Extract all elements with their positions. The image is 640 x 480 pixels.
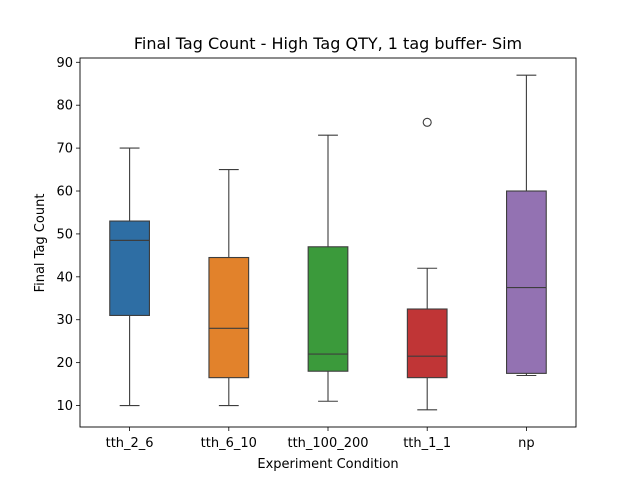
y-tick-label: 60 — [56, 185, 73, 200]
x-tick-label: tth_1_1 — [403, 436, 451, 451]
outlier-point — [422, 117, 432, 127]
x-axis-label: Experiment Condition — [257, 457, 398, 472]
x-tick-label: np — [518, 436, 535, 451]
plot-frame — [79, 57, 577, 428]
box-tth_1_1 — [406, 117, 448, 411]
y-tick-label: 90 — [56, 56, 73, 71]
x-tick-label: tth_2_6 — [106, 436, 154, 451]
box-tth_2_6 — [109, 147, 150, 407]
y-tick-label: 70 — [56, 142, 73, 157]
box-iqr — [506, 190, 547, 374]
y-tick-label: 30 — [56, 313, 73, 328]
x-tick-label: tth_6_10 — [201, 436, 257, 451]
box-tth_100_200 — [307, 134, 349, 402]
box-iqr — [208, 256, 250, 379]
box-np — [506, 74, 547, 377]
y-tick-label: 20 — [56, 356, 73, 371]
y-axis-label: Final Tag Count — [33, 194, 48, 293]
box-tth_6_10 — [208, 169, 250, 407]
plot-area: 10 20 30 40 50 60 70 80 90 tth_2_6 tth_6_10 tth_100… — [56, 56, 577, 451]
box-iqr — [307, 246, 349, 372]
y-tick-label: 50 — [56, 227, 73, 242]
x-tick-label: tth_100_200 — [287, 436, 368, 451]
y-tick-label: 10 — [56, 399, 73, 414]
box-iqr — [406, 308, 448, 379]
box-iqr — [109, 220, 150, 316]
y-tick-label: 80 — [56, 99, 73, 114]
chart-title: Final Tag Count - High Tag QTY, 1 tag bu… — [134, 34, 522, 53]
y-tick-label: 40 — [56, 270, 73, 285]
